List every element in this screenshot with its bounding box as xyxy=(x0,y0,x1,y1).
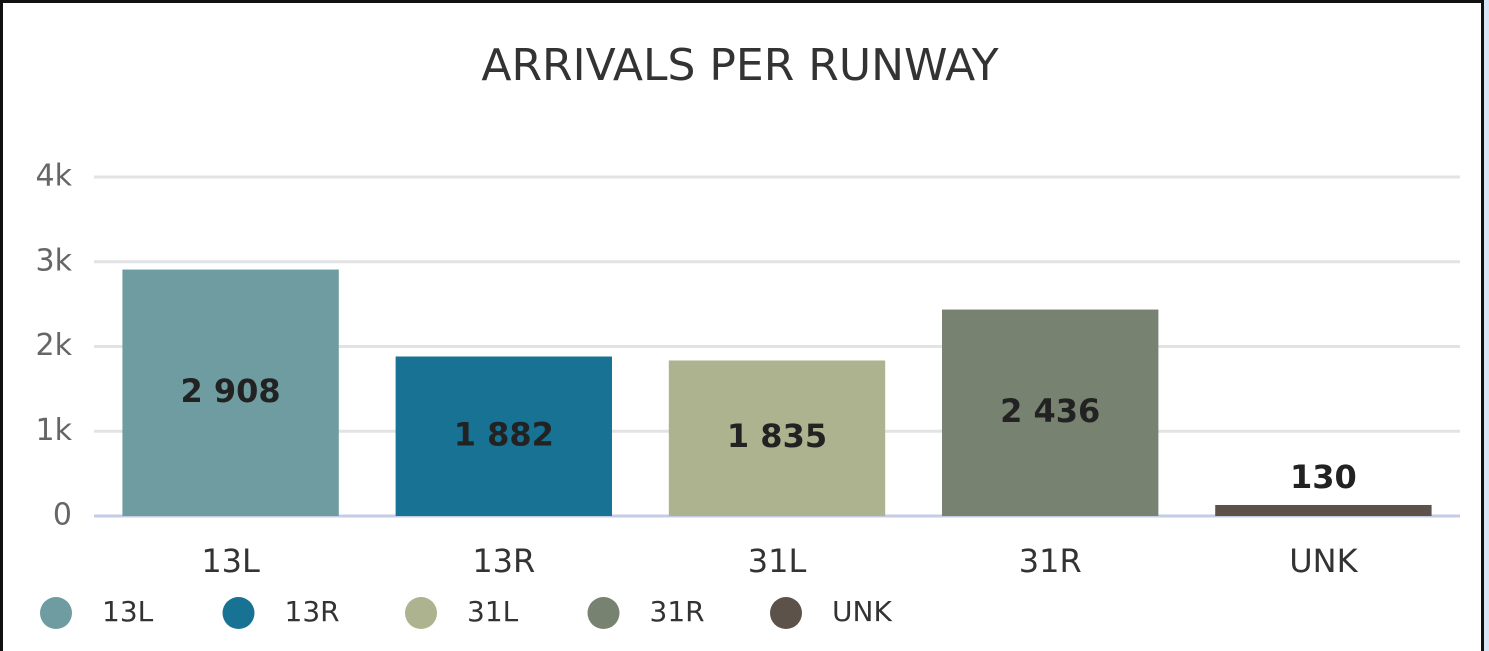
y-tick-label: 4k xyxy=(36,159,73,194)
bar xyxy=(668,360,886,516)
x-tick-label: 13L xyxy=(201,542,260,580)
y-tick-label: 2k xyxy=(36,328,73,363)
legend-swatch xyxy=(405,597,437,629)
legend-label: 31R xyxy=(650,595,705,628)
legend-label: 31L xyxy=(467,595,519,628)
chart-title: ARRIVALS PER RUNWAY xyxy=(481,40,998,91)
x-tick-label: 31L xyxy=(748,542,807,580)
y-tick-label: 1k xyxy=(36,413,73,448)
legend-swatch xyxy=(770,597,802,629)
data-label: 1 882 xyxy=(454,415,554,453)
data-label: 130 xyxy=(1290,458,1357,496)
bar xyxy=(395,356,612,516)
bar xyxy=(1215,504,1432,516)
legend-swatch xyxy=(40,597,72,629)
data-label: 2 908 xyxy=(180,372,280,410)
y-tick-label: 3k xyxy=(36,243,73,278)
legend-swatch xyxy=(222,597,255,629)
legend-swatch xyxy=(587,597,620,629)
legend-label: UNK xyxy=(832,595,892,628)
bar xyxy=(942,309,1159,516)
bar xyxy=(122,269,339,516)
y-tick-label: 0 xyxy=(53,498,72,533)
x-tick-label: UNK xyxy=(1289,542,1358,580)
data-label: 2 436 xyxy=(1000,392,1100,430)
legend-label: 13R xyxy=(285,595,340,628)
x-tick-label: 13R xyxy=(472,542,535,580)
x-tick-label: 31R xyxy=(1019,542,1082,580)
data-label: 1 835 xyxy=(727,417,827,455)
legend-label: 13L xyxy=(102,595,154,628)
